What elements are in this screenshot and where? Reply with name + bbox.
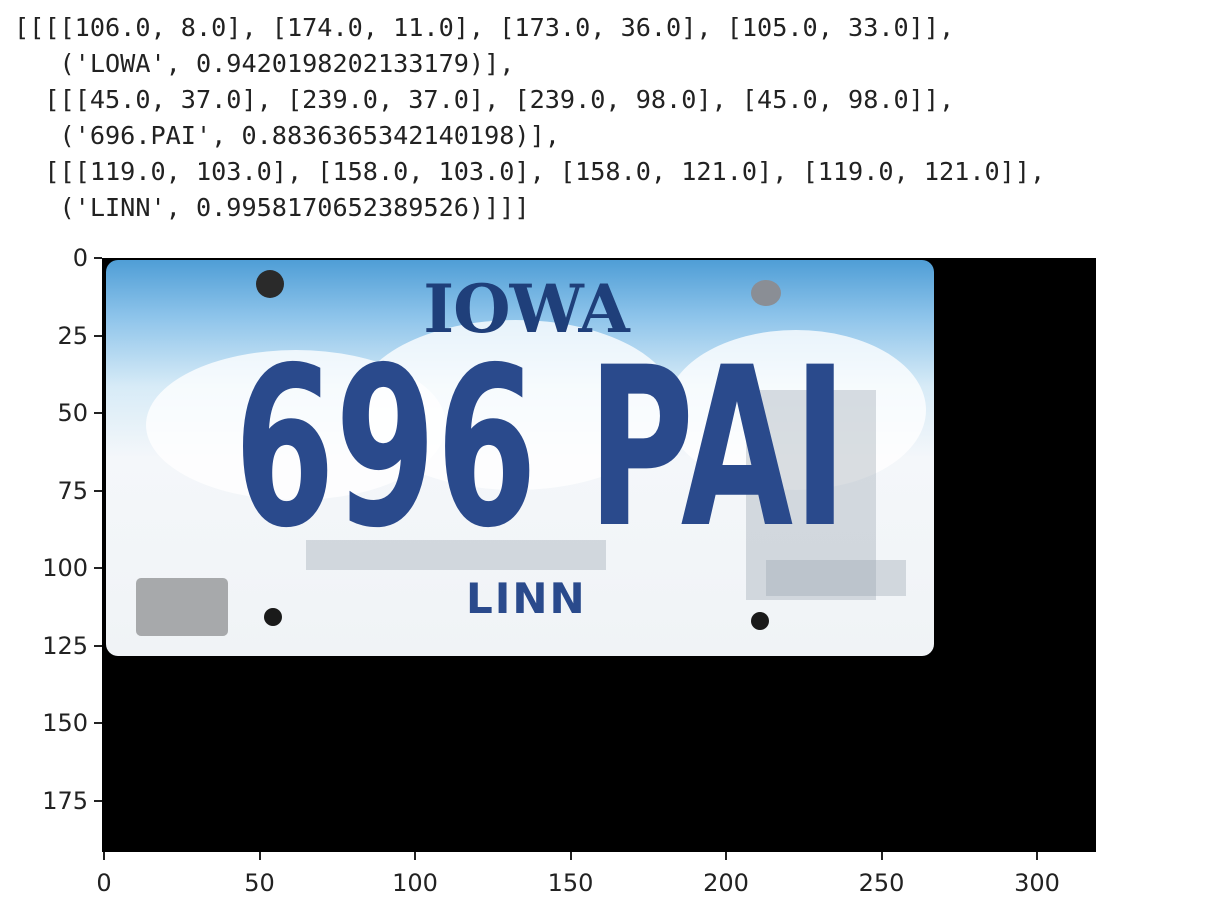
x-axis-tick-label: 300 (1014, 869, 1060, 897)
plate-state-name: IOWA (423, 270, 629, 348)
y-axis-tick-label: 75 (57, 476, 88, 505)
x-axis-tick-label: 250 (858, 869, 905, 897)
x-axis-tick-label: 150 (547, 869, 594, 897)
y-axis-tick-label: 125 (42, 631, 88, 660)
x-axis-tick-label: 200 (703, 869, 749, 897)
x-axis-tick-label: 0 (96, 869, 112, 897)
building-shape (746, 390, 876, 600)
x-axis-tick-label: 100 (392, 869, 438, 897)
y-axis-tick (94, 644, 102, 647)
bolt-hole-icon (751, 612, 769, 630)
y-axis-tick-label: 0 (72, 244, 88, 272)
registration-sticker (136, 578, 228, 636)
x-axis-tick (569, 852, 572, 860)
x-axis-tick (258, 852, 261, 860)
y-axis-tick (94, 257, 102, 259)
y-axis-tick (94, 567, 102, 569)
y-axis-tick-label: 50 (57, 399, 88, 427)
x-axis-tick (1036, 852, 1038, 860)
license-plate-image: IOWA 696 PAI LINN (106, 260, 934, 656)
bolt-hole-icon (751, 280, 781, 306)
building-shape (306, 540, 606, 570)
image-plot-area: IOWA 696 PAI LINN (102, 258, 1096, 852)
plate-county: LINN (466, 574, 587, 623)
y-axis-tick-label: 175 (42, 786, 88, 815)
plate-number: 696 PAI (234, 320, 848, 576)
y-axis-tick (94, 334, 102, 337)
y-axis-tick (94, 412, 102, 414)
x-axis-tick-label: 50 (244, 869, 275, 897)
bolt-hole-icon (264, 608, 282, 626)
y-axis-tick (94, 799, 102, 802)
x-axis-tick (414, 852, 416, 860)
cloud-shape (356, 320, 676, 490)
bolt-hole-icon (256, 270, 284, 298)
y-axis-tick-label: 150 (42, 709, 88, 737)
y-axis-tick (94, 489, 102, 492)
cloud-shape (666, 330, 926, 490)
y-axis-tick (94, 722, 102, 724)
x-axis-tick (103, 852, 105, 860)
x-axis-tick (880, 852, 883, 860)
y-axis-tick-label: 25 (57, 321, 88, 350)
building-shape (766, 560, 906, 596)
ocr-output-text: [[[[106.0, 8.0], [174.0, 11.0], [173.0, … (14, 13, 1046, 222)
y-axis-tick-label: 100 (42, 554, 88, 582)
x-axis-tick (725, 852, 727, 860)
